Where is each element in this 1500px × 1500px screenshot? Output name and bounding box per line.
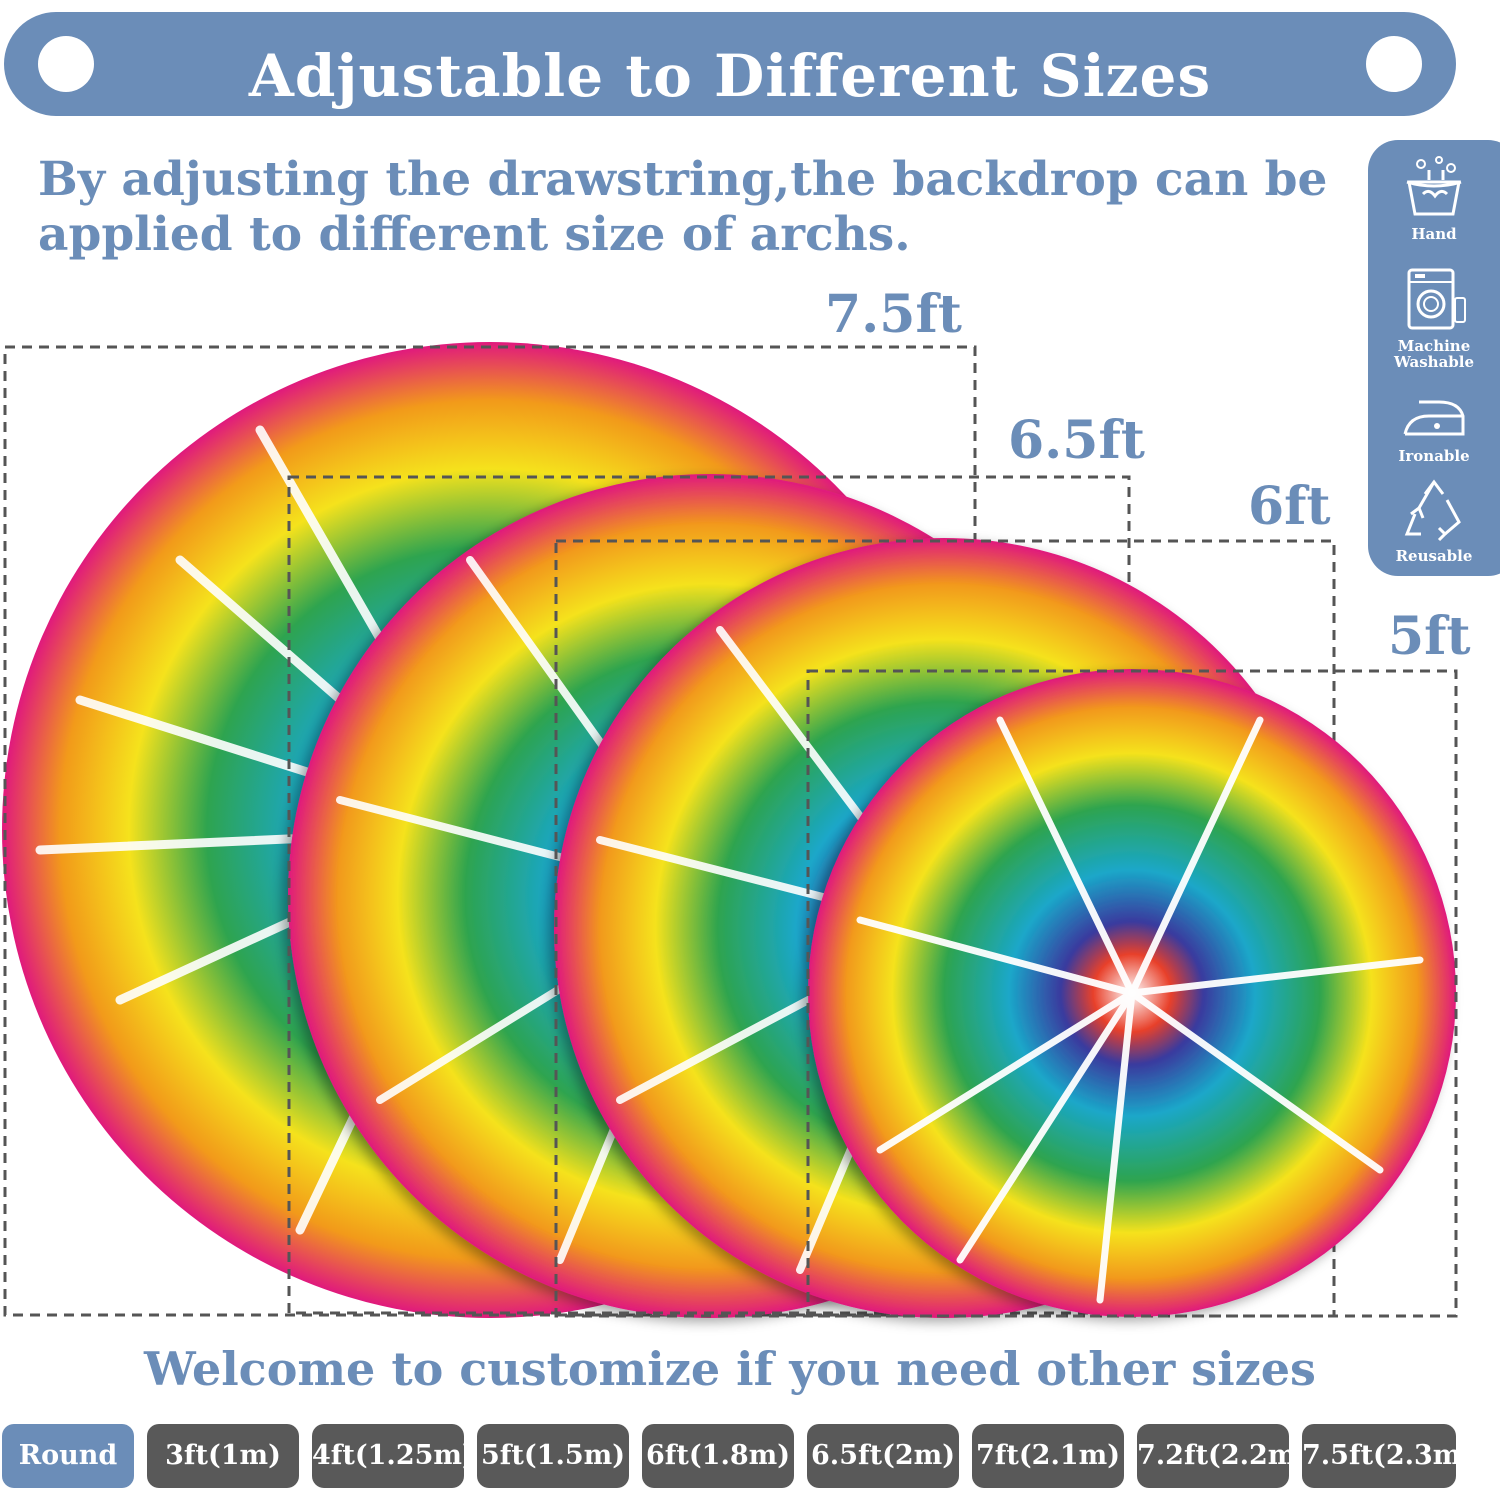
banner-hole-right: [1366, 36, 1422, 92]
recycle-icon: [1404, 479, 1461, 542]
size-option: 7ft(2.1m): [972, 1424, 1124, 1488]
size-option: 5ft(1.5m): [477, 1424, 629, 1488]
description-text: By adjusting the drawstring,the backdrop…: [38, 152, 1328, 262]
care-item-iron: Ironable: [1368, 394, 1500, 464]
frame-5ft: [806, 669, 1458, 1318]
customize-note: Welcome to customize if you need other s…: [144, 1342, 1316, 1396]
care-item-reusable: Reusable: [1368, 478, 1500, 564]
size-label-7-5ft: 7.5ft: [825, 284, 962, 345]
size-label-6ft: 6ft: [1248, 476, 1331, 537]
washing-machine-icon: [1407, 268, 1466, 330]
care-label-machine: Machine Washable: [1393, 337, 1475, 371]
iron-icon: [1403, 400, 1465, 436]
page-title: Adjustable to Different Sizes: [248, 42, 1212, 110]
care-label-hand: Hand: [1411, 225, 1457, 243]
hand-wash-icon: [1406, 156, 1462, 216]
shape-round-tag: Round: [2, 1424, 134, 1488]
size-option: 6ft(1.8m): [642, 1424, 794, 1488]
size-option: 7.5ft(2.3m): [1302, 1424, 1456, 1488]
header-banner: Adjustable to Different Sizes: [4, 12, 1456, 116]
size-label-5ft: 5ft: [1388, 606, 1471, 667]
disk-5ft: [808, 669, 1456, 1317]
care-label-iron: Ironable: [1398, 447, 1470, 465]
care-item-hand: Hand: [1368, 152, 1500, 242]
care-item-machine: Machine Washable: [1368, 264, 1500, 370]
size-option: 4ft(1.25m): [312, 1424, 464, 1488]
size-option: 6.5ft(2m): [807, 1424, 959, 1488]
size-option: 3ft(1m): [147, 1424, 299, 1488]
care-panel: Hand Machine Washable Ironable Reus: [1368, 140, 1500, 576]
size-label-6-5ft: 6.5ft: [1008, 410, 1145, 471]
care-label-reusable: Reusable: [1395, 547, 1473, 565]
size-option: 7.2ft(2.2m): [1137, 1424, 1289, 1488]
banner-hole-left: [38, 36, 94, 92]
